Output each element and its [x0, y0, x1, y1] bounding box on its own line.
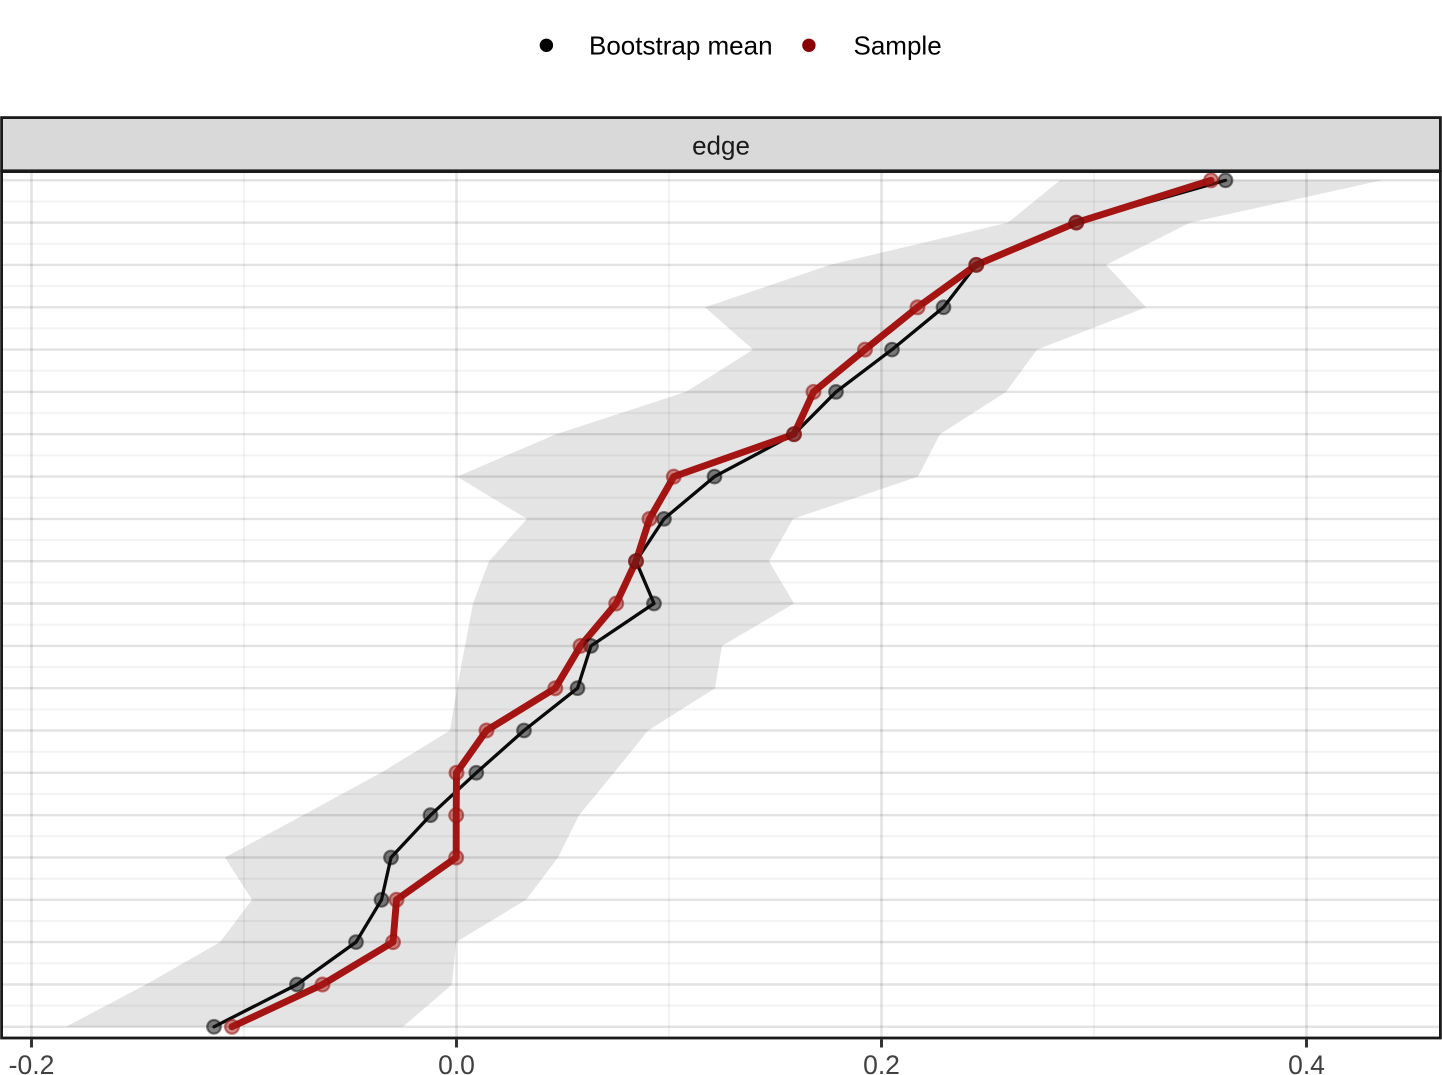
svg-text:-0.2: -0.2 [9, 1050, 55, 1075]
svg-text:Sample: Sample [854, 31, 942, 61]
svg-text:0.4: 0.4 [1288, 1050, 1325, 1075]
svg-text:0.0: 0.0 [438, 1050, 475, 1075]
svg-text:Bootstrap mean: Bootstrap mean [589, 31, 773, 61]
svg-text:edge: edge [692, 131, 750, 161]
svg-text:0.2: 0.2 [863, 1050, 900, 1075]
